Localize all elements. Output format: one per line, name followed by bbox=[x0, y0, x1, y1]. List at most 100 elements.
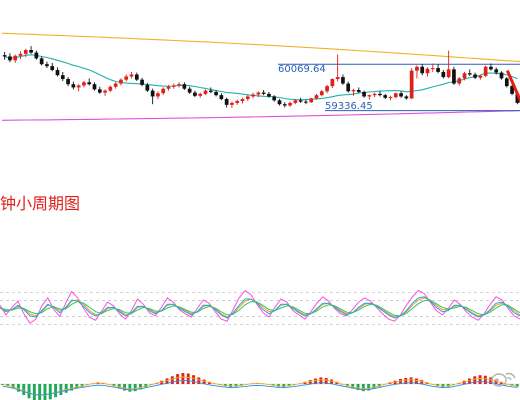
macd-bar bbox=[186, 373, 190, 384]
candle-body bbox=[383, 95, 388, 98]
candlestick bbox=[2, 51, 7, 60]
candlestick bbox=[66, 77, 70, 87]
candle-body bbox=[282, 104, 287, 106]
macd-bar bbox=[420, 380, 424, 384]
candle-body bbox=[71, 84, 76, 88]
candle-body bbox=[314, 95, 319, 99]
candlestick bbox=[499, 71, 504, 80]
candlestick bbox=[134, 72, 139, 81]
candle-body bbox=[66, 79, 70, 85]
candle-body bbox=[288, 102, 292, 106]
candlestick bbox=[219, 93, 224, 101]
candle-body bbox=[335, 77, 340, 80]
candlestick bbox=[325, 84, 329, 94]
candle-body bbox=[309, 98, 314, 103]
candle-body bbox=[393, 93, 398, 98]
candlestick bbox=[388, 95, 393, 101]
candlestick bbox=[224, 97, 229, 108]
candle-body bbox=[409, 70, 414, 99]
candle-body bbox=[446, 69, 451, 78]
candlestick bbox=[198, 92, 203, 98]
candlestick bbox=[356, 87, 361, 94]
candlestick bbox=[45, 61, 49, 69]
candle-body bbox=[60, 75, 65, 80]
macd-bar bbox=[139, 384, 142, 390]
candlestick bbox=[145, 82, 150, 92]
candlestick bbox=[240, 97, 245, 104]
candlestick bbox=[309, 97, 314, 103]
candle-body bbox=[13, 55, 18, 61]
candle-body bbox=[124, 76, 129, 80]
candlestick bbox=[50, 62, 55, 72]
candlestick bbox=[409, 68, 414, 100]
candle-body bbox=[404, 96, 409, 99]
candle-body bbox=[304, 101, 308, 103]
candlestick bbox=[71, 81, 76, 90]
candle-body bbox=[504, 78, 509, 87]
candle-body bbox=[214, 91, 218, 96]
macd-bar bbox=[165, 378, 169, 384]
candlestick bbox=[208, 87, 213, 94]
candlestick bbox=[298, 97, 303, 103]
candlestick bbox=[319, 90, 324, 97]
candlestick bbox=[177, 82, 181, 88]
candlestick bbox=[362, 90, 366, 98]
macd-dif-line bbox=[2, 379, 518, 396]
candle-body bbox=[34, 52, 39, 59]
candle-body bbox=[129, 74, 134, 77]
candlestick bbox=[383, 93, 388, 100]
candle-body bbox=[187, 88, 192, 93]
candle-body bbox=[425, 68, 430, 74]
macd-bar bbox=[176, 374, 180, 384]
candlestick bbox=[214, 90, 218, 97]
candle-body bbox=[245, 96, 250, 100]
candlestick bbox=[341, 74, 345, 85]
candlestick bbox=[288, 101, 292, 107]
candlestick bbox=[399, 91, 403, 98]
oscillator-panel bbox=[0, 289, 520, 325]
candle-body bbox=[134, 74, 139, 80]
oscillator-series-line bbox=[0, 289, 520, 325]
candlestick bbox=[245, 95, 250, 101]
candlestick bbox=[430, 63, 435, 72]
candle-body bbox=[150, 90, 155, 97]
candlestick bbox=[393, 92, 398, 99]
macd-bar bbox=[372, 384, 376, 389]
candlestick bbox=[256, 91, 261, 98]
candlestick bbox=[119, 78, 123, 86]
candle-body bbox=[230, 102, 234, 105]
candlestick bbox=[97, 86, 102, 94]
candle-body bbox=[515, 93, 520, 103]
candle-body bbox=[478, 75, 483, 78]
candle-body bbox=[483, 66, 488, 76]
candlestick bbox=[55, 67, 60, 77]
candle-body bbox=[430, 68, 435, 70]
macd-bar bbox=[404, 377, 408, 384]
candlestick bbox=[415, 65, 419, 79]
macd-bar bbox=[144, 384, 148, 388]
candle-body bbox=[251, 94, 255, 97]
candle-body bbox=[76, 85, 81, 88]
candlestick bbox=[293, 99, 298, 105]
candlestick bbox=[462, 71, 467, 81]
candle-body bbox=[510, 86, 514, 94]
candlestick bbox=[483, 65, 488, 78]
macd-bar bbox=[48, 384, 52, 400]
candlestick bbox=[441, 70, 446, 79]
candle-body bbox=[452, 69, 456, 84]
candlestick bbox=[457, 77, 462, 86]
candlestick bbox=[346, 81, 351, 93]
candlestick bbox=[92, 82, 97, 91]
candle-body bbox=[50, 66, 55, 70]
candle-body bbox=[182, 84, 187, 89]
candlestick bbox=[182, 82, 187, 90]
candle-body bbox=[330, 79, 335, 87]
candlestick bbox=[282, 102, 287, 108]
macd-bar bbox=[494, 379, 498, 384]
candle-body bbox=[18, 53, 23, 56]
candlestick bbox=[13, 54, 18, 63]
oscillator-series-line bbox=[0, 296, 520, 319]
candle-body bbox=[240, 99, 245, 101]
candle-body bbox=[489, 66, 493, 70]
candle-body bbox=[119, 79, 123, 84]
